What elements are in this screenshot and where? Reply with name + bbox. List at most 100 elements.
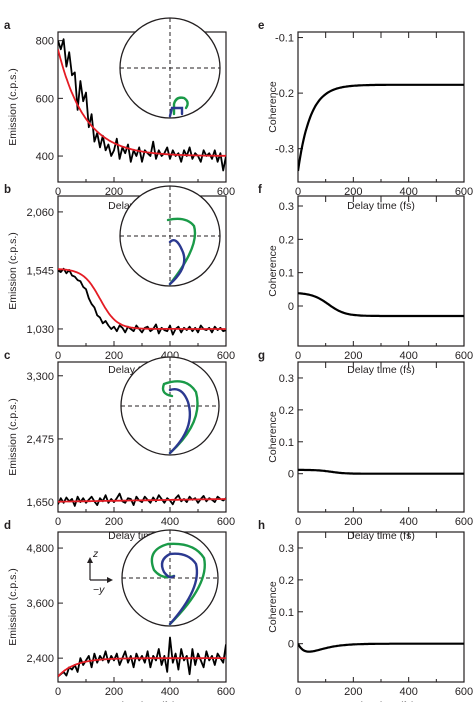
axes-icon: z −y	[87, 548, 113, 596]
plot-area	[298, 83, 464, 172]
coherence-curve	[298, 83, 464, 172]
z-label: z	[92, 548, 99, 560]
trajectory-blue	[168, 239, 186, 286]
z-arrowhead	[87, 557, 93, 563]
x-axis-label: Delay time (fs)	[347, 364, 415, 376]
plot-frame	[297, 31, 465, 183]
x-tick-label: 600	[455, 516, 473, 528]
panel-letter: b	[4, 184, 11, 196]
x-tick-label: 200	[105, 350, 123, 362]
panel-f: f 0 200 400 600 0 0.1 0.2 0.3 Delay time (fs) Cohe…	[258, 184, 473, 376]
y-axis-label: Emission (c.p.s.)	[7, 568, 19, 646]
x-tick-label: 0	[295, 186, 301, 198]
y-tick-label: 800	[36, 36, 54, 48]
trajectory-blue	[160, 552, 199, 626]
coherence-curve	[298, 292, 464, 318]
data-series	[58, 492, 226, 507]
x-tick-label: 200	[105, 186, 123, 198]
y-tick-label: 1,030	[26, 324, 54, 336]
plot-area	[58, 38, 226, 172]
trajectory-green	[172, 96, 189, 116]
y-tick-label: 0.3	[279, 373, 294, 385]
x-tick-label: 200	[105, 516, 123, 528]
x-tick-label: 0	[295, 686, 301, 698]
trajectory-green	[161, 380, 199, 455]
minus-y-label: −y	[93, 584, 105, 596]
bloch-inset-d	[121, 529, 219, 627]
y-tick-label: 0.1	[279, 607, 294, 619]
x-tick-label: 200	[344, 686, 362, 698]
y-tick-label: 3,600	[26, 598, 54, 610]
data-series	[58, 267, 226, 336]
plot-area	[58, 267, 226, 336]
y-tick-label: 0.3	[279, 543, 294, 555]
x-tick-label: 400	[161, 686, 179, 698]
y-axis-label: Coherence	[267, 581, 279, 633]
y-tick-label: 1,650	[26, 497, 54, 509]
fit-curve	[58, 498, 226, 503]
y-tick-label: 0	[288, 469, 294, 481]
y-tick-label: -0.1	[275, 33, 294, 45]
panel-h: h 0 200 400 600 0 0.1 0.2 0.3 Delay time (fs) Cohe…	[258, 520, 473, 702]
x-tick-label: 0	[55, 186, 61, 198]
x-tick-label: 600	[217, 516, 235, 528]
x-tick-label: 0	[55, 686, 61, 698]
y-axis-label: Emission (c.p.s.)	[7, 398, 19, 476]
x-tick-label: 600	[217, 350, 235, 362]
panel-letter: g	[258, 350, 265, 362]
plot-area	[298, 468, 464, 475]
bloch-inset-a	[119, 17, 221, 119]
y-arrowhead	[107, 577, 113, 583]
x-tick-label: 400	[399, 516, 417, 528]
y-axis-label: Coherence	[267, 245, 279, 297]
y-tick-label: -0.3	[275, 144, 294, 156]
coherence-curve	[298, 468, 464, 475]
x-tick-label: 400	[399, 186, 417, 198]
panel-g: g 0 200 400 600 0 0.1 0.2 0.3 Delay time (fs) Cohe…	[258, 350, 473, 542]
x-tick-label: 200	[344, 186, 362, 198]
y-tick-label: 0	[288, 301, 294, 313]
panel-letter: d	[4, 520, 11, 532]
plot-area	[58, 636, 226, 678]
plot-frame	[297, 195, 465, 347]
x-tick-label: 0	[295, 350, 301, 362]
y-tick-label: 0.2	[279, 405, 294, 417]
x-tick-label: 200	[344, 350, 362, 362]
y-tick-label: 0.3	[279, 201, 294, 213]
y-tick-label: -0.2	[275, 88, 294, 100]
y-tick-label: 0.2	[279, 234, 294, 246]
x-axis-label: Delay time (fs)	[108, 700, 176, 702]
x-axis-label: Delay time (fs)	[347, 700, 415, 702]
fit-curve	[58, 657, 226, 678]
panel-letter: e	[258, 20, 264, 32]
y-axis-label: Emission (c.p.s.)	[7, 68, 19, 146]
x-tick-label: 600	[455, 186, 473, 198]
y-tick-label: 4,800	[26, 543, 54, 555]
x-tick-label: 0	[295, 516, 301, 528]
data-series	[58, 636, 226, 678]
y-tick-label: 1,545	[26, 265, 54, 277]
y-axis-label: Emission (c.p.s.)	[7, 232, 19, 310]
y-tick-label: 0.2	[279, 575, 294, 587]
x-tick-label: 600	[217, 686, 235, 698]
y-tick-label: 2,060	[26, 207, 54, 219]
x-tick-label: 600	[217, 186, 235, 198]
x-tick-label: 200	[105, 686, 123, 698]
plot-frame	[297, 531, 465, 683]
panel-letter: h	[258, 520, 265, 532]
fit-curve	[58, 268, 226, 330]
x-tick-label: 200	[344, 516, 362, 528]
x-tick-label: 600	[455, 350, 473, 362]
x-tick-label: 400	[161, 516, 179, 528]
plot-area	[58, 492, 226, 507]
bloch-inset-c	[120, 356, 220, 456]
trajectory-blue	[168, 388, 192, 455]
bloch-inset-b	[119, 185, 221, 287]
y-tick-label: 0.1	[279, 437, 294, 449]
y-axis-label: Coherence	[267, 411, 279, 463]
panel-e: e 0 200 400 600 -0.3 -0.2 -0.1 Delay time (fs) Co…	[258, 20, 473, 212]
plot-frame	[297, 361, 465, 513]
y-tick-label: 0	[288, 639, 294, 651]
coherence-curve	[298, 642, 464, 653]
